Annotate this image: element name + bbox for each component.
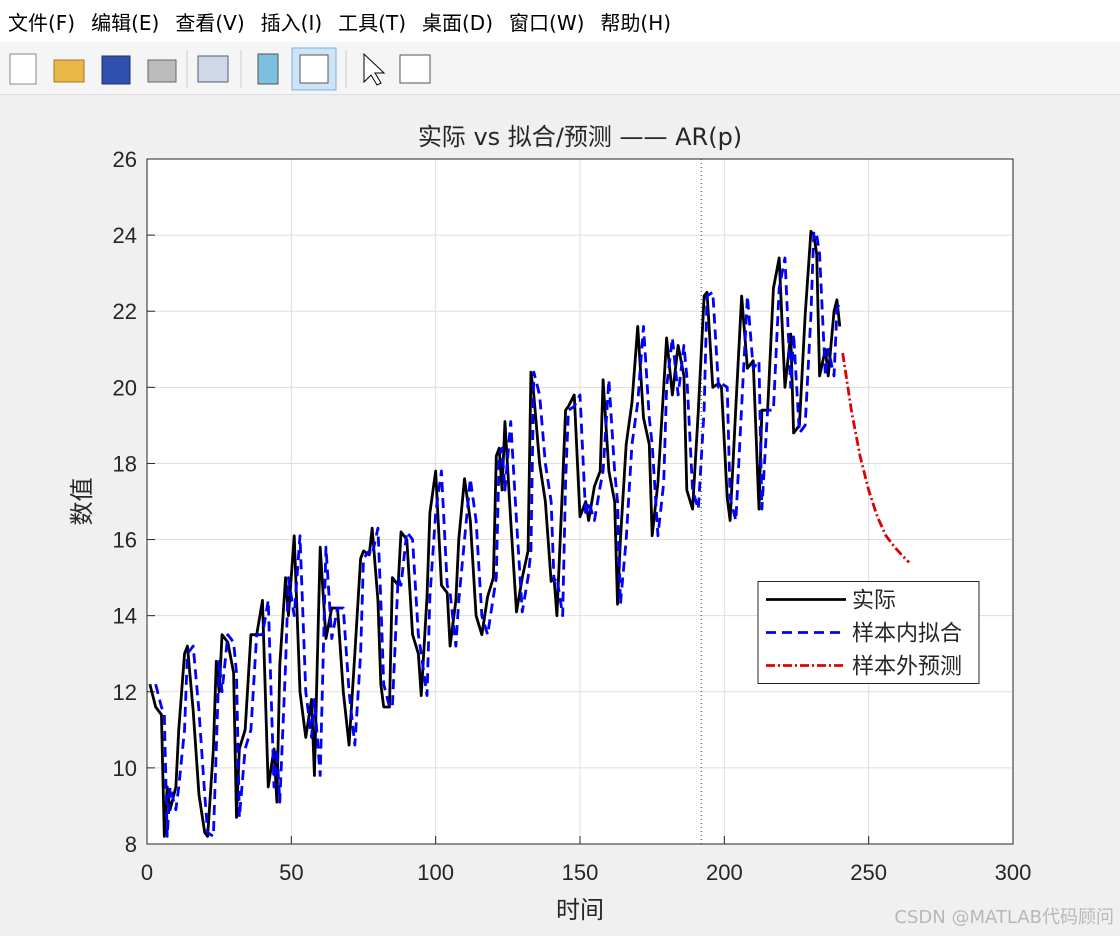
menu-item[interactable]: 文件(F) [8, 10, 76, 35]
colorbar-icon[interactable] [257, 53, 279, 85]
y-axis-label: 数值 [68, 478, 96, 526]
x-axis-label: 时间 [556, 896, 604, 924]
chart-title: 实际 vs 拟合/预测 —— AR(p) [418, 123, 742, 151]
y-tick-label: 18 [113, 451, 137, 476]
toolbar [0, 42, 1120, 95]
watermark: CSDN @MATLAB代码顾问 [894, 907, 1114, 928]
menu-bar: 文件(F) 编辑(E) 查看(V) 插入(I) 工具(T) 桌面(D) 窗口(W) 帮助(H) [0, 0, 1120, 42]
open-icon[interactable] [53, 59, 85, 83]
series-line [148, 229, 842, 838]
legend-label: 样本内拟合 [852, 622, 962, 647]
y-tick-label: 24 [113, 223, 137, 248]
series-line [154, 229, 842, 838]
menu-item[interactable]: 帮助(H) [600, 10, 672, 35]
menu-item[interactable]: 工具(T) [338, 10, 406, 35]
x-tick-label: 300 [995, 860, 1032, 885]
legend-icon [299, 54, 329, 84]
new-icon[interactable] [9, 53, 37, 85]
print-icon[interactable] [147, 59, 177, 83]
y-tick-label: 14 [113, 604, 137, 629]
legend-label: 实际 [852, 589, 896, 614]
x-tick-label: 250 [850, 860, 887, 885]
menu-item[interactable]: 窗口(W) [509, 10, 585, 35]
property-icon[interactable] [399, 54, 431, 84]
axes-box [146, 158, 1014, 845]
cursor-icon[interactable] [363, 52, 386, 86]
x-tick-label: 50 [279, 860, 303, 885]
x-tick-label: 200 [706, 860, 743, 885]
menu-item[interactable]: 插入(I) [260, 10, 323, 35]
y-tick-label: 26 [113, 147, 137, 172]
y-tick-label: 16 [113, 528, 137, 553]
menu-item[interactable]: 编辑(E) [91, 10, 160, 35]
y-tick-label: 10 [113, 756, 137, 781]
figure: 8 10 12 14 16 18 20 22 24 26 0 50 100 150 200 250 300 实际 … [68, 123, 1114, 928]
x-tick-label: 0 [141, 860, 153, 885]
x-tick-label: 150 [562, 860, 599, 885]
legend-label: 样本外预测 [852, 655, 962, 680]
y-tick-label: 8 [125, 832, 137, 857]
x-tick-label: 100 [417, 860, 454, 885]
link-icon[interactable] [197, 55, 229, 83]
menu-item[interactable]: 桌面(D) [422, 10, 494, 35]
save-icon[interactable] [101, 55, 131, 85]
y-tick-label: 22 [113, 299, 137, 324]
menu-item[interactable]: 查看(V) [175, 10, 245, 35]
series-line [841, 352, 911, 564]
y-tick-label: 20 [113, 375, 137, 400]
y-tick-label: 12 [113, 680, 137, 705]
